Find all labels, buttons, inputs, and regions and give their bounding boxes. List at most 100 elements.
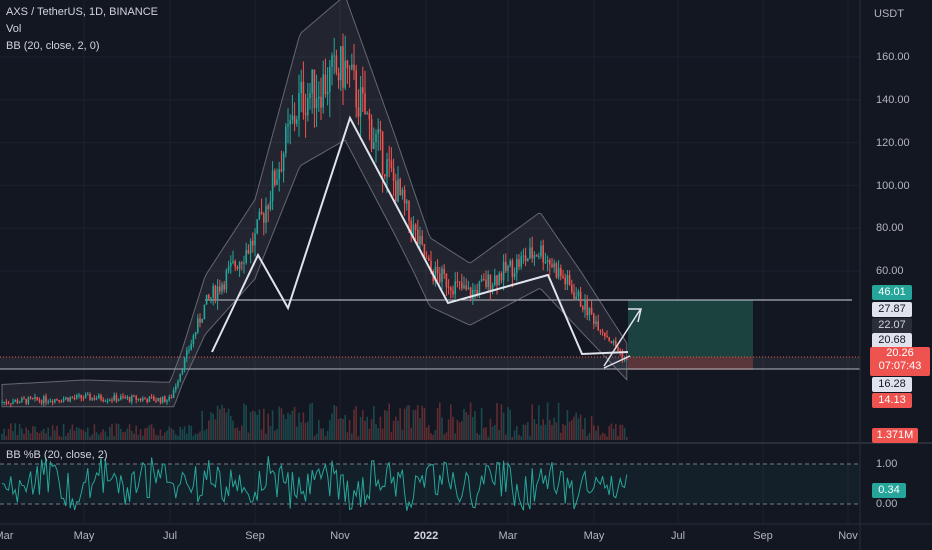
candle[interactable] [313,69,316,109]
candle[interactable] [608,337,610,342]
candle[interactable] [115,395,118,401]
price-label-46[interactable]: 46.01 [872,285,912,300]
candle[interactable] [342,46,344,88]
candle[interactable] [16,400,19,403]
candle[interactable] [302,81,305,113]
candle[interactable] [124,397,126,399]
candle[interactable] [161,396,164,403]
candle[interactable] [599,330,602,332]
candle[interactable] [564,277,566,285]
candle[interactable] [60,401,63,403]
candle[interactable] [340,46,342,81]
candle[interactable] [122,396,124,398]
candle[interactable] [307,98,309,116]
candle[interactable] [610,341,613,344]
forecast-arrow-line[interactable] [603,309,641,367]
candle[interactable] [131,395,133,402]
candle[interactable] [529,247,531,259]
candle[interactable] [168,397,170,401]
candle[interactable] [456,281,459,283]
candle[interactable] [461,282,463,289]
candle[interactable] [612,341,615,344]
candle[interactable] [406,200,408,204]
candle[interactable] [38,399,41,401]
candle[interactable] [597,321,599,331]
candle[interactable] [172,390,175,398]
candle[interactable] [3,401,5,403]
candle[interactable] [289,120,291,125]
candle[interactable] [423,244,426,258]
candle[interactable] [469,287,472,299]
candle[interactable] [34,396,36,399]
candle[interactable] [573,291,575,299]
candle[interactable] [425,257,428,259]
candle[interactable] [117,399,120,401]
candle[interactable] [568,275,571,285]
candle[interactable] [49,401,52,403]
candle[interactable] [467,287,470,290]
candle[interactable] [247,250,250,254]
candle[interactable] [626,358,628,360]
candle[interactable] [538,256,540,258]
candle[interactable] [478,281,481,296]
candle[interactable] [531,247,533,259]
loss-zone[interactable] [628,357,753,370]
candle[interactable] [399,179,401,195]
candle[interactable] [595,321,597,325]
candle[interactable] [183,358,186,370]
candle[interactable] [447,286,450,288]
candle[interactable] [511,260,514,277]
candle[interactable] [98,395,100,399]
candle[interactable] [304,112,307,116]
candlesticks[interactable] [1,33,628,407]
price-label-27[interactable]: 27.87 [872,302,912,317]
bbp-legend[interactable]: BB %B (20, close, 2) [6,449,108,461]
candle[interactable] [271,170,274,202]
candle[interactable] [621,352,624,359]
candle[interactable] [205,294,208,305]
candle[interactable] [571,284,573,292]
candle[interactable] [357,107,360,117]
candle[interactable] [403,189,406,204]
bb-legend[interactable]: BB (20, close, 2, 0) [6,40,100,52]
candle[interactable] [29,397,32,399]
candle[interactable] [159,398,162,403]
candle[interactable] [410,220,412,235]
candle[interactable] [368,112,371,120]
candle[interactable] [507,265,509,271]
candle[interactable] [318,96,320,99]
candle[interactable] [1,402,3,404]
candle[interactable] [377,129,379,134]
candle[interactable] [397,179,399,202]
candle[interactable] [489,274,492,291]
candle[interactable] [434,266,437,282]
candle[interactable] [67,397,69,402]
candle[interactable] [509,260,511,266]
candle[interactable] [47,401,49,403]
candle[interactable] [436,266,439,274]
candle[interactable] [566,275,569,285]
candle[interactable] [355,70,357,108]
candle[interactable] [311,69,313,94]
candle[interactable] [249,240,252,254]
candle[interactable] [417,229,419,245]
candle[interactable] [188,349,190,351]
candle[interactable] [258,211,261,220]
candle[interactable] [157,398,159,401]
candle[interactable] [32,398,34,400]
volume-legend[interactable]: Vol [6,23,22,35]
candle[interactable] [502,261,505,281]
candle[interactable] [236,266,239,269]
bbp-value-label[interactable]: 0.34 [872,483,906,498]
candle[interactable] [214,285,217,301]
candle[interactable] [104,400,107,402]
candle[interactable] [513,272,516,277]
candle[interactable] [95,398,98,400]
candle[interactable] [522,255,525,257]
candle[interactable] [91,397,93,400]
candle[interactable] [76,395,78,399]
candle[interactable] [51,401,54,403]
pattern-drawing[interactable] [211,115,629,356]
candle[interactable] [135,396,137,400]
